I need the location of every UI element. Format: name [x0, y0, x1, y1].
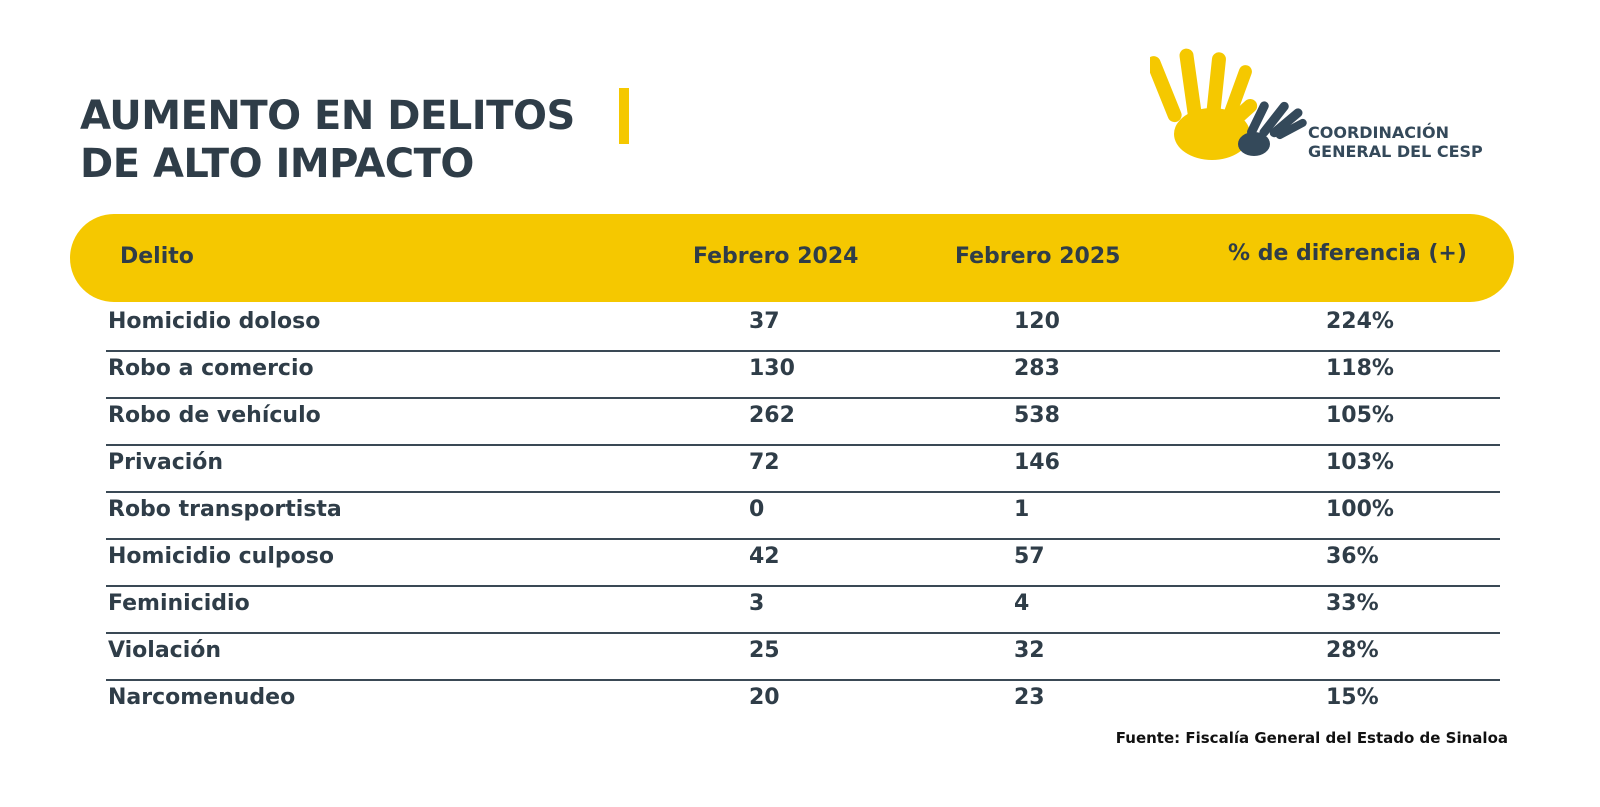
header-delito: Delito: [120, 244, 194, 269]
header-febrero-2024: Febrero 2024: [693, 244, 859, 269]
row-divider: [106, 444, 1500, 446]
cell-delito: Robo transportista: [108, 497, 342, 522]
cell-delito: Robo de vehículo: [108, 403, 321, 428]
cell-feb2024: 0: [749, 497, 765, 522]
cell-delito: Privación: [108, 450, 224, 475]
title-line-1: AUMENTO EN DELITOS: [80, 93, 575, 139]
cell-feb2024: 130: [749, 356, 795, 381]
hands-icon: [1150, 48, 1307, 160]
header-diferencia: % de diferencia (+): [1228, 241, 1467, 266]
cell-feb2025: 1: [1014, 497, 1030, 522]
cell-feb2025: 538: [1014, 403, 1060, 428]
cell-feb2025: 120: [1014, 309, 1060, 334]
row-divider: [106, 632, 1500, 634]
cell-feb2024: 25: [749, 638, 780, 663]
cell-feb2025: 57: [1014, 544, 1045, 569]
cell-diferencia: 33%: [1326, 591, 1379, 616]
cell-feb2024: 20: [749, 685, 780, 710]
logo-line-1: COORDINACIÓN: [1308, 123, 1449, 142]
header-febrero-2025: Febrero 2025: [955, 244, 1121, 269]
title-accent-bar: [619, 88, 629, 144]
cell-delito: Robo a comercio: [108, 356, 314, 381]
row-divider: [106, 350, 1500, 352]
cell-delito: Homicidio culposo: [108, 544, 334, 569]
cell-diferencia: 118%: [1326, 356, 1394, 381]
cell-feb2025: 23: [1014, 685, 1045, 710]
cell-diferencia: 36%: [1326, 544, 1379, 569]
cell-delito: Feminicidio: [108, 591, 250, 616]
cell-feb2025: 283: [1014, 356, 1060, 381]
cell-feb2025: 146: [1014, 450, 1060, 475]
cell-diferencia: 28%: [1326, 638, 1379, 663]
source-note: Fuente: Fiscalía General del Estado de S…: [1115, 729, 1508, 747]
cell-diferencia: 100%: [1326, 497, 1394, 522]
cell-diferencia: 15%: [1326, 685, 1379, 710]
cell-diferencia: 224%: [1326, 309, 1394, 334]
cell-diferencia: 103%: [1326, 450, 1394, 475]
page-title: AUMENTO EN DELITOS DE ALTO IMPACTO: [80, 92, 575, 188]
cell-feb2024: 72: [749, 450, 780, 475]
cell-delito: Narcomenudeo: [108, 685, 296, 710]
row-divider: [106, 585, 1500, 587]
row-divider: [106, 491, 1500, 493]
cell-delito: Homicidio doloso: [108, 309, 321, 334]
cell-feb2024: 42: [749, 544, 780, 569]
title-line-2: DE ALTO IMPACTO: [80, 141, 474, 187]
row-divider: [106, 538, 1500, 540]
cell-feb2024: 37: [749, 309, 780, 334]
logo-line-2: GENERAL DEL CESP: [1308, 142, 1483, 161]
row-divider: [106, 679, 1500, 681]
cell-feb2025: 32: [1014, 638, 1045, 663]
table-header-band: [70, 214, 1514, 302]
row-divider: [106, 397, 1500, 399]
logo-wordmark: COORDINACIÓN GENERAL DEL CESP: [1308, 123, 1483, 161]
cell-feb2024: 262: [749, 403, 795, 428]
cell-feb2024: 3: [749, 591, 765, 616]
cell-diferencia: 105%: [1326, 403, 1394, 428]
cell-delito: Violación: [108, 638, 222, 663]
cell-feb2025: 4: [1014, 591, 1030, 616]
